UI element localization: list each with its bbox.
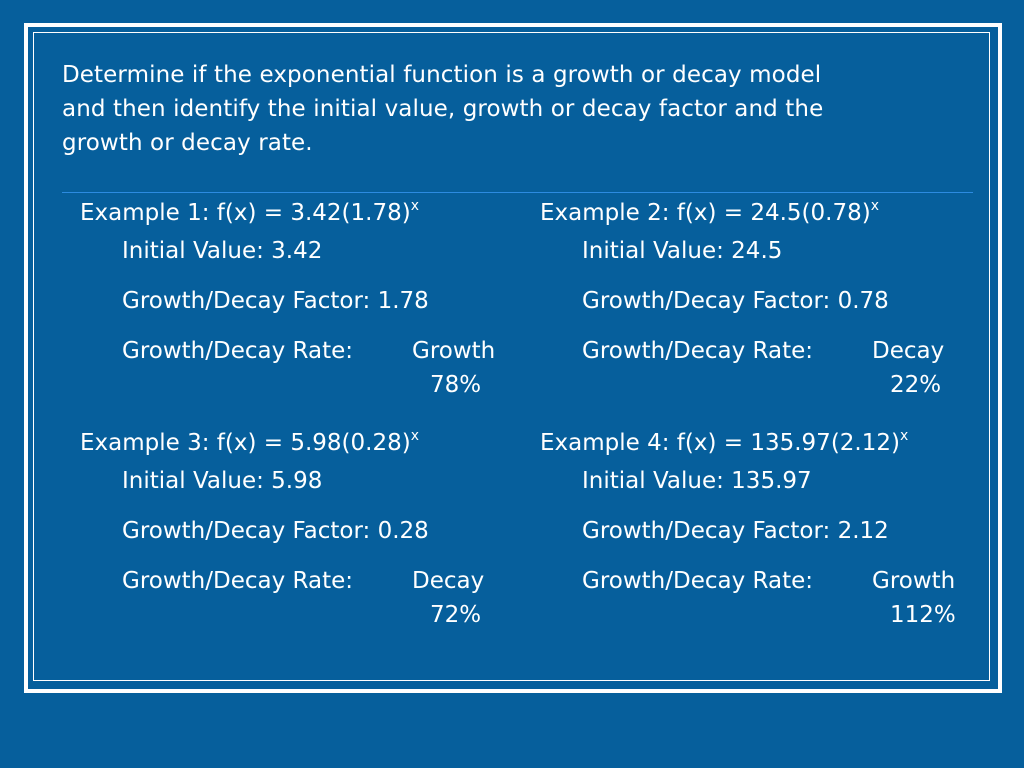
- example-2-rate-type: Decay: [872, 338, 945, 364]
- slide-outer-frame: [24, 23, 1002, 693]
- example-1-rate-percent: 78%: [430, 372, 482, 398]
- example-4: Example 4: f(x) = 135.97(2.12)x Initial …: [540, 428, 980, 630]
- example-1: Example 1: f(x) = 3.42(1.78)x Initial Va…: [80, 198, 520, 400]
- example-4-function-text: Example 4: f(x) = 135.97(2.12): [540, 430, 900, 456]
- example-1-rate-label: Growth/Decay Rate:: [122, 338, 354, 364]
- example-3-factor: Growth/Decay Factor: 0.28: [122, 518, 429, 544]
- example-4-initial-value: Initial Value: 135.97: [582, 468, 812, 494]
- example-3-rate-percent: 72%: [430, 602, 482, 628]
- example-1-initial-value: Initial Value: 3.42: [122, 238, 323, 264]
- example-2-factor: Growth/Decay Factor: 0.78: [582, 288, 889, 314]
- example-2-function-text: Example 2: f(x) = 24.5(0.78): [540, 200, 871, 226]
- problem-statement-line-3: growth or decay rate.: [62, 130, 313, 156]
- example-2-exponent: x: [870, 198, 880, 214]
- section-divider: [62, 192, 973, 193]
- example-1-factor: Growth/Decay Factor: 1.78: [122, 288, 429, 314]
- example-4-exponent: x: [899, 428, 909, 444]
- example-2-function: Example 2: f(x) = 24.5(0.78)x: [540, 198, 880, 226]
- slide-inner-frame: [33, 32, 990, 681]
- example-2-rate-percent: 22%: [890, 372, 942, 398]
- example-3-function-text: Example 3: f(x) = 5.98(0.28): [80, 430, 411, 456]
- problem-statement-line-1: Determine if the exponential function is…: [62, 62, 822, 88]
- example-3-function: Example 3: f(x) = 5.98(0.28)x: [80, 428, 420, 456]
- example-1-exponent: x: [410, 198, 420, 214]
- example-3-rate-type: Decay: [412, 568, 485, 594]
- example-3-rate-label: Growth/Decay Rate:: [122, 568, 354, 594]
- problem-statement: Determine if the exponential function is…: [62, 58, 962, 160]
- example-1-rate-type: Growth: [412, 338, 496, 364]
- example-1-function-text: Example 1: f(x) = 3.42(1.78): [80, 200, 411, 226]
- example-3: Example 3: f(x) = 5.98(0.28)x Initial Va…: [80, 428, 520, 630]
- example-4-rate-type: Growth: [872, 568, 956, 594]
- example-4-function: Example 4: f(x) = 135.97(2.12)x: [540, 428, 909, 456]
- example-3-exponent: x: [410, 428, 420, 444]
- example-2-initial-value: Initial Value: 24.5: [582, 238, 783, 264]
- example-4-rate-label: Growth/Decay Rate:: [582, 568, 814, 594]
- problem-statement-line-2: and then identify the initial value, gro…: [62, 96, 824, 122]
- example-3-initial-value: Initial Value: 5.98: [122, 468, 323, 494]
- example-4-factor: Growth/Decay Factor: 2.12: [582, 518, 889, 544]
- example-2: Example 2: f(x) = 24.5(0.78)x Initial Va…: [540, 198, 980, 400]
- example-2-rate-label: Growth/Decay Rate:: [582, 338, 814, 364]
- example-4-rate-percent: 112%: [890, 602, 956, 628]
- example-1-function: Example 1: f(x) = 3.42(1.78)x: [80, 198, 420, 226]
